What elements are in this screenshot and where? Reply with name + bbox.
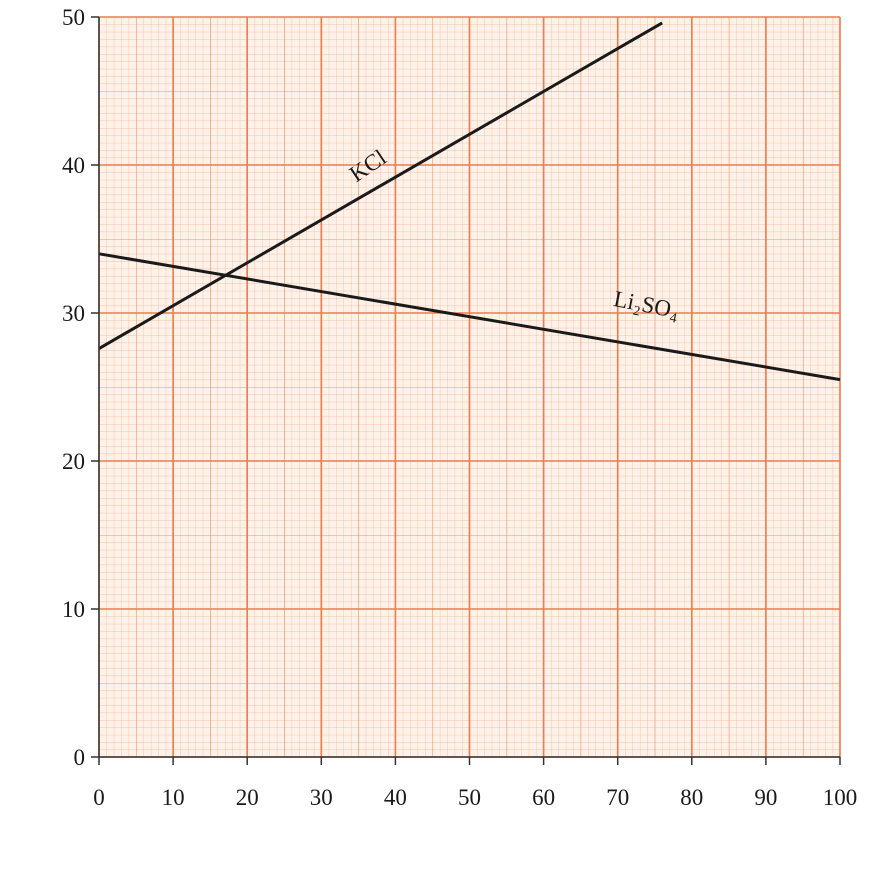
y-tick-label: 10 [62,597,85,622]
line [98,252,841,382]
line [98,21,663,350]
x-tick-label: 100 [823,785,858,810]
y-tick-label: 0 [74,745,86,770]
x-tick-label: 30 [310,785,333,810]
x-tick-label: 20 [236,785,259,810]
y-tick-label: 40 [62,153,85,178]
x-tick-label: 60 [532,785,555,810]
x-tick-label: 40 [384,785,407,810]
lines [98,21,841,382]
y-tick-label: 20 [62,449,85,474]
y-tick-label: 30 [62,301,85,326]
y-tick-label: 50 [62,5,85,30]
x-tick-label: 0 [93,785,105,810]
axes: 0 10 20 30 40 50 60 70 80 90 100 0 10 20 30 40 50 [62,5,857,810]
grid [98,16,841,758]
x-tick-label: 10 [162,785,185,810]
x-tick-label: 90 [754,785,777,810]
x-tick-label: 70 [606,785,629,810]
x-tick-label: 50 [458,785,481,810]
x-tick-label: 80 [680,785,703,810]
